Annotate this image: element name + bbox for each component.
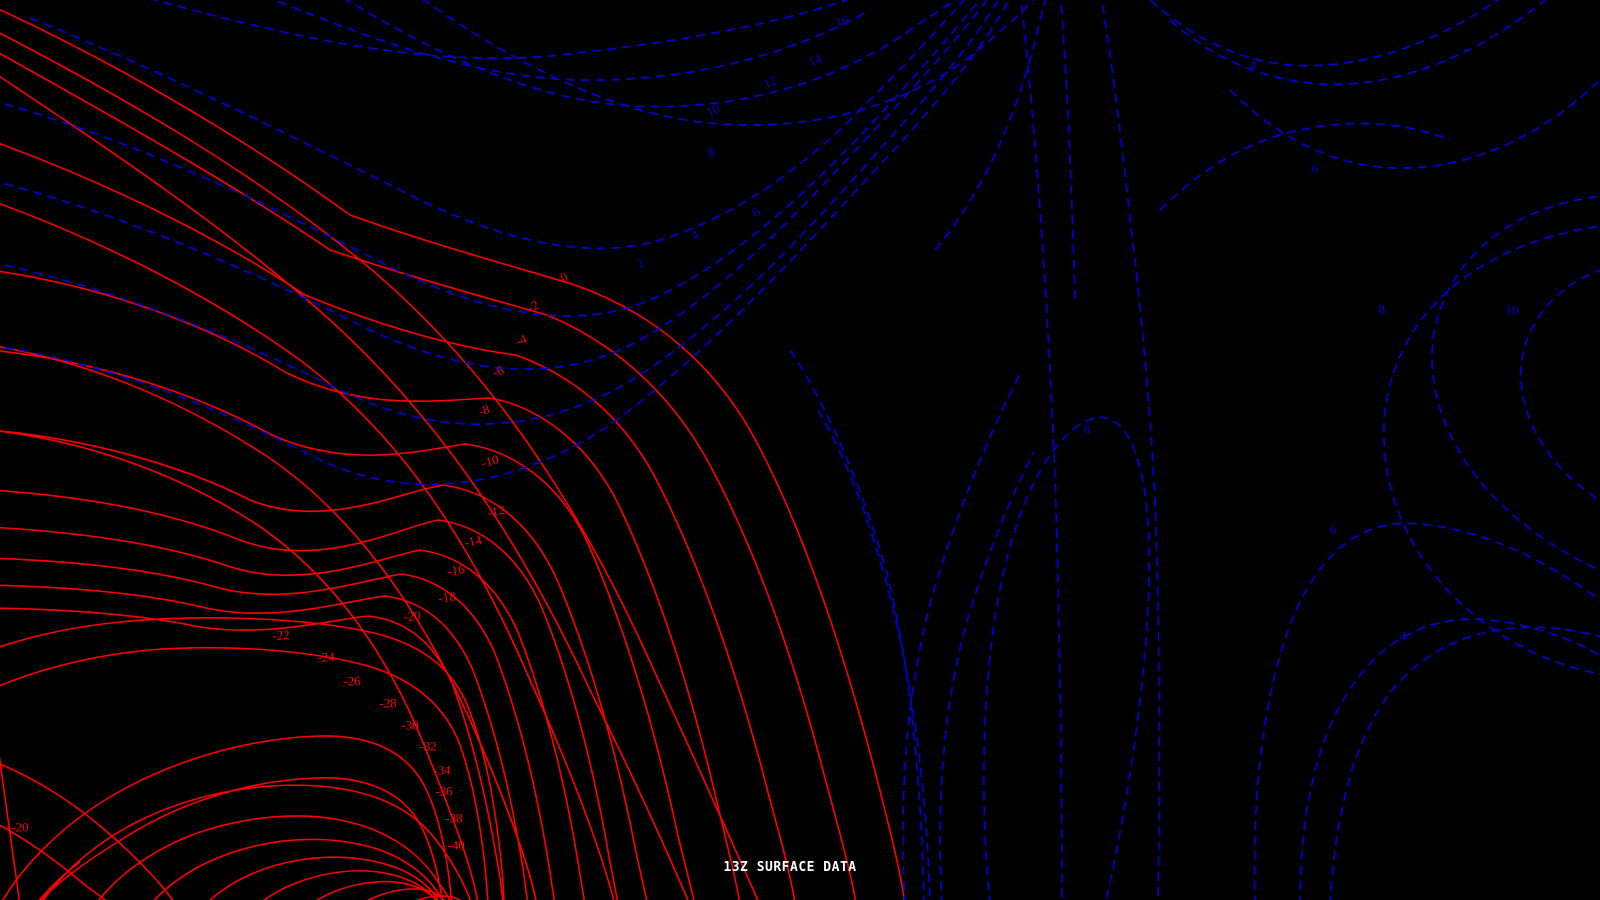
red-contour-line (0, 8, 906, 900)
blue-contour-line (1431, 195, 1600, 572)
red-contour-line (0, 430, 648, 900)
red-contour-line (0, 489, 619, 900)
blue-contour-line (0, 0, 1000, 425)
blue-contour-line (1329, 626, 1600, 900)
blue-contour-line (1059, 0, 1076, 301)
red-contour-line (38, 861, 81, 900)
red-contour-line (0, 584, 529, 900)
red-contour-line (0, 350, 695, 900)
red-contour-line (0, 763, 174, 900)
red-contour-line (0, 824, 107, 900)
red-contour-line (0, 32, 759, 900)
blue-contour-line (0, 0, 1010, 486)
red-contour-line (0, 202, 615, 900)
blue-contour-line (1159, 122, 1451, 211)
red-contour-line (209, 856, 439, 900)
red-contour-line (0, 142, 796, 900)
blue-contour-line (1169, 0, 1546, 86)
blue-contour-line (1100, 0, 1161, 900)
red-contour-line (0, 430, 479, 900)
red-contour-line (0, 617, 505, 900)
blue-contour-line (817, 409, 931, 900)
blue-contour-line (1299, 618, 1600, 900)
red-contour-line (97, 815, 451, 900)
blue-contour-line (0, 0, 988, 370)
blue-contour-line (152, 0, 849, 60)
blue-contour-line (1020, 0, 1063, 900)
blue-contour-line (1149, 0, 1500, 67)
blue-contour-line (789, 349, 925, 900)
blue-contour-line (422, 0, 1034, 126)
blue-contour-line (1383, 225, 1600, 675)
blue-contour-line (1520, 269, 1600, 502)
blue-contour-line (272, 0, 871, 81)
blue-contour-line (902, 369, 1023, 900)
red-contour-line (0, 607, 504, 900)
red-contour-line (0, 52, 857, 900)
red-contour-line (0, 75, 689, 900)
blue-contour-line (939, 451, 1035, 900)
red-contour-line (0, 646, 489, 900)
blue-contour-line (1229, 79, 1600, 169)
red-contour-line (416, 895, 462, 900)
blue-contour-line (1253, 522, 1600, 900)
red-contour-line (0, 557, 556, 900)
red-contour-line (367, 888, 446, 900)
blue-contour-line (344, 0, 959, 108)
red-contour-line (315, 880, 438, 900)
red-contour-line (0, 526, 586, 900)
red-contour-group (0, 8, 906, 900)
red-contour-line (42, 784, 472, 900)
plot-title: 13Z SURFACE DATA (723, 860, 857, 875)
red-contour-line (0, 346, 537, 900)
red-contour-line (0, 270, 741, 900)
blue-contour-line (0, 0, 981, 317)
blue-contour-line (983, 416, 1150, 900)
blue-contour-line (934, 0, 1047, 251)
blue-contour-line (29, 0, 966, 250)
